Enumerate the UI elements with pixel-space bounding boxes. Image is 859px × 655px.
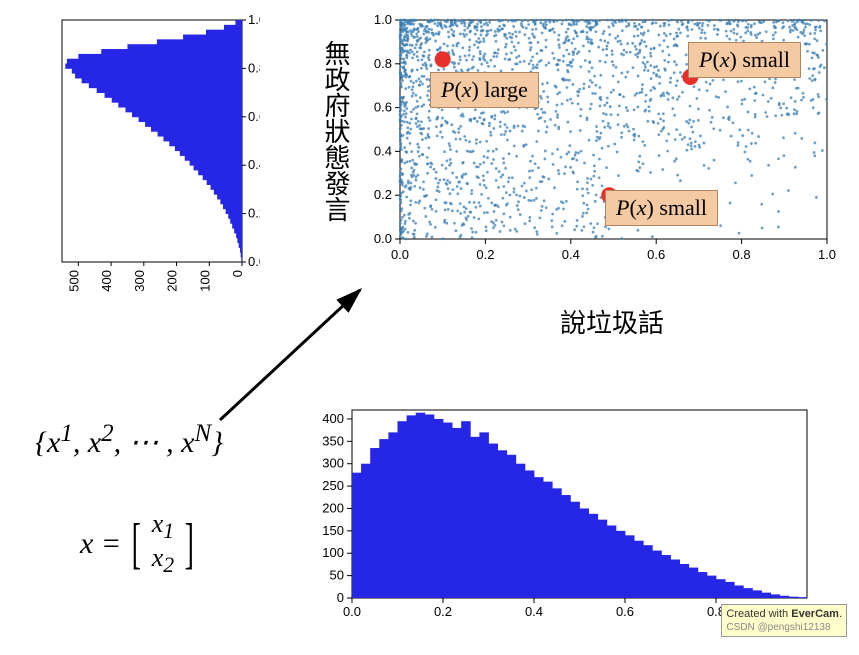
svg-text:0.8: 0.8 xyxy=(733,247,751,262)
svg-text:0.2: 0.2 xyxy=(434,604,452,619)
formula-vector: x = [ x1x2 ] xyxy=(80,510,199,578)
annot-px-large: P(x) large xyxy=(430,72,539,108)
svg-text:400: 400 xyxy=(99,270,114,292)
svg-text:250: 250 xyxy=(322,478,344,493)
svg-text:0.6: 0.6 xyxy=(248,109,260,124)
svg-text:300: 300 xyxy=(322,456,344,471)
svg-text:150: 150 xyxy=(322,523,344,538)
annot-px-small-top: P(x) small xyxy=(688,42,801,78)
svg-text:0.2: 0.2 xyxy=(248,206,260,221)
svg-text:200: 200 xyxy=(165,270,180,292)
svg-text:0: 0 xyxy=(337,590,344,605)
svg-text:1.0: 1.0 xyxy=(248,15,260,27)
scatter-ylabel: 無政府狀態發言 xyxy=(318,40,355,222)
svg-text:200: 200 xyxy=(322,500,344,515)
arrow-icon xyxy=(200,270,380,440)
svg-text:50: 50 xyxy=(330,568,344,583)
svg-text:0.4: 0.4 xyxy=(374,143,392,158)
svg-text:1.0: 1.0 xyxy=(818,247,836,262)
svg-text:0.8: 0.8 xyxy=(374,56,392,71)
svg-text:0.0: 0.0 xyxy=(248,254,260,269)
svg-text:0.2: 0.2 xyxy=(476,247,494,262)
scatter-xlabel: 說垃圾話 xyxy=(560,303,664,340)
svg-text:0.6: 0.6 xyxy=(374,100,392,115)
svg-text:0.0: 0.0 xyxy=(391,247,409,262)
svg-text:0.8: 0.8 xyxy=(248,60,260,75)
svg-text:0.6: 0.6 xyxy=(616,604,634,619)
svg-text:0.0: 0.0 xyxy=(374,231,392,246)
watermark-evercam: Created with EverCam. CSDN @pengshi12138 xyxy=(721,604,847,637)
annot-px-small-bottom: P(x) small xyxy=(605,190,718,226)
svg-text:0.4: 0.4 xyxy=(525,604,543,619)
svg-text:1.0: 1.0 xyxy=(374,15,392,27)
svg-text:0.6: 0.6 xyxy=(647,247,665,262)
svg-text:500: 500 xyxy=(66,270,81,292)
svg-text:0.0: 0.0 xyxy=(343,604,361,619)
svg-text:100: 100 xyxy=(322,545,344,560)
left-marginal-histogram: 50040030020010000.00.20.40.60.81.0 xyxy=(60,15,260,295)
svg-text:0.4: 0.4 xyxy=(562,247,580,262)
svg-text:0.4: 0.4 xyxy=(248,157,260,172)
svg-text:0.2: 0.2 xyxy=(374,187,392,202)
formula-dataset: {x1, x2, ⋯ , xN} xyxy=(35,420,223,460)
svg-text:300: 300 xyxy=(132,270,147,292)
